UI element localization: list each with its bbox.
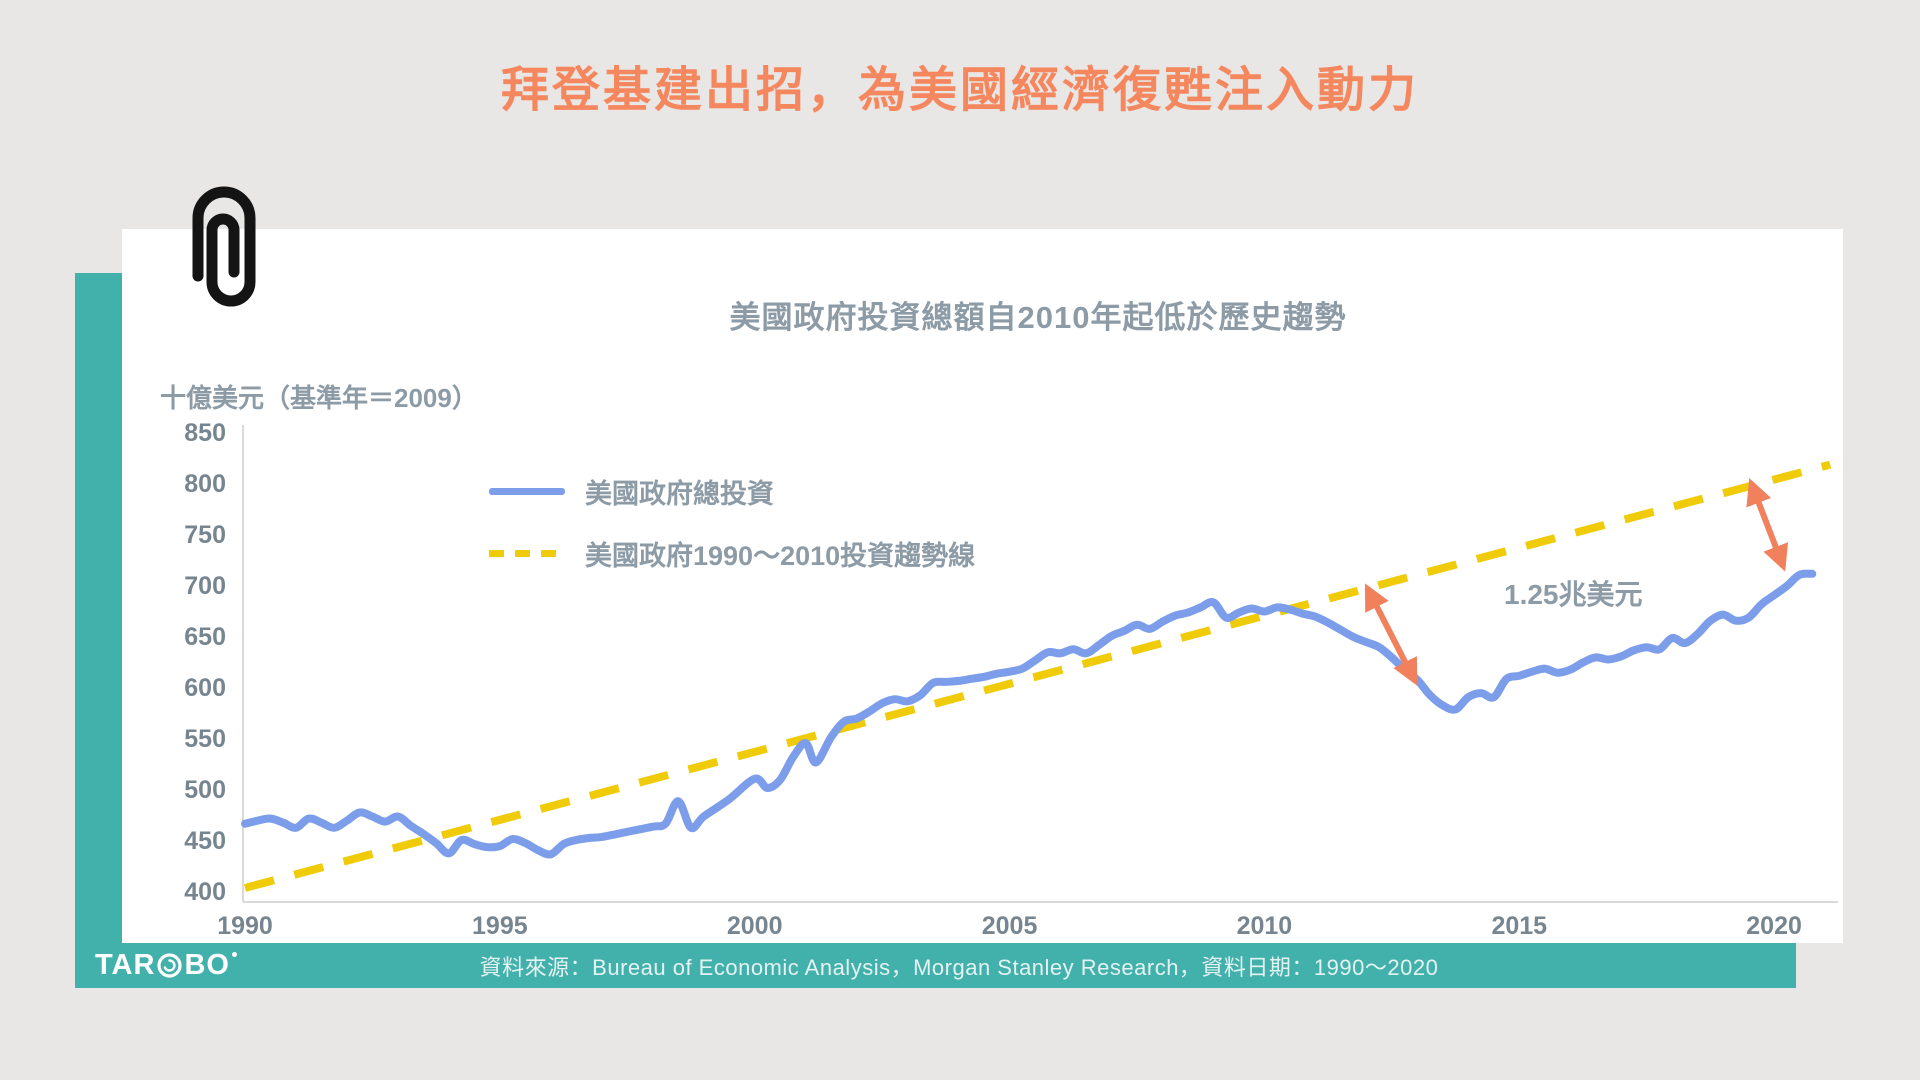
footer-bar: 資料來源：Bureau of Economic Analysis，Morgan … bbox=[122, 943, 1796, 988]
x-tick-label: 2000 bbox=[727, 912, 783, 940]
legend-label: 美國政府總投資 bbox=[585, 478, 774, 509]
tarobo-logo: TAR BO bbox=[95, 950, 237, 980]
y-tick-label: 800 bbox=[184, 470, 226, 498]
y-tick-label: 850 bbox=[184, 419, 226, 447]
y-axis-unit-label: 十億美元（基準年＝2009） bbox=[160, 383, 478, 413]
gap-arrow bbox=[1364, 583, 1418, 686]
legend-label: 美國政府1990～2010投資趨勢線 bbox=[585, 540, 976, 571]
chart-canvas: 400 450 500 550 600 650 700 750 800 850 1990 1995 20… bbox=[184, 419, 1838, 940]
trend-line-series bbox=[243, 460, 1832, 892]
y-tick-label: 400 bbox=[184, 878, 226, 906]
gap-arrow bbox=[1746, 478, 1789, 572]
legend-item-total-investment: 美國政府總投資 bbox=[489, 473, 975, 509]
y-tick-label: 750 bbox=[184, 521, 226, 549]
data-source-text: 資料來源：Bureau of Economic Analysis，Morgan … bbox=[479, 954, 1439, 980]
x-tick-label: 2010 bbox=[1237, 912, 1293, 940]
solid-line-swatch-icon bbox=[489, 487, 565, 495]
legend-item-trend-line: 美國政府1990～2010投資趨勢線 bbox=[489, 535, 975, 571]
logo-trademark-dot bbox=[231, 952, 237, 957]
logo-text-right: BO bbox=[184, 949, 230, 981]
teal-side-strip bbox=[75, 273, 122, 988]
y-tick-label: 450 bbox=[184, 827, 226, 855]
chart-card: 美國政府投資總額自2010年起低於歷史趨勢 十億美元（基準年＝2009） 400… bbox=[122, 229, 1843, 943]
paperclip-icon bbox=[192, 186, 256, 307]
investment-line-series bbox=[241, 569, 1817, 859]
logo-text-left: TAR bbox=[95, 949, 156, 981]
y-tick-label: 700 bbox=[184, 572, 226, 600]
x-tick-label: 2005 bbox=[982, 912, 1038, 940]
y-tick-label: 650 bbox=[184, 623, 226, 651]
y-tick-label: 550 bbox=[184, 725, 226, 753]
dashed-line-swatch-icon bbox=[489, 549, 565, 557]
x-tick-label: 2020 bbox=[1746, 912, 1802, 940]
x-tick-label: 1995 bbox=[472, 912, 528, 940]
y-tick-label: 500 bbox=[184, 776, 226, 804]
fingerprint-o-icon bbox=[157, 952, 183, 978]
x-tick-label: 1990 bbox=[217, 912, 273, 940]
chart-legend: 美國政府總投資 美國政府1990～2010投資趨勢線 bbox=[489, 473, 975, 597]
x-tick-label: 2015 bbox=[1491, 912, 1547, 940]
y-tick-label: 600 bbox=[184, 674, 226, 702]
page-title: 拜登基建出招，為美國經濟復甦注入動力 bbox=[500, 64, 1419, 117]
chart-title: 美國政府投資總額自2010年起低於歷史趨勢 bbox=[729, 300, 1347, 335]
gap-annotation-label: 1.25兆美元 bbox=[1504, 579, 1643, 610]
